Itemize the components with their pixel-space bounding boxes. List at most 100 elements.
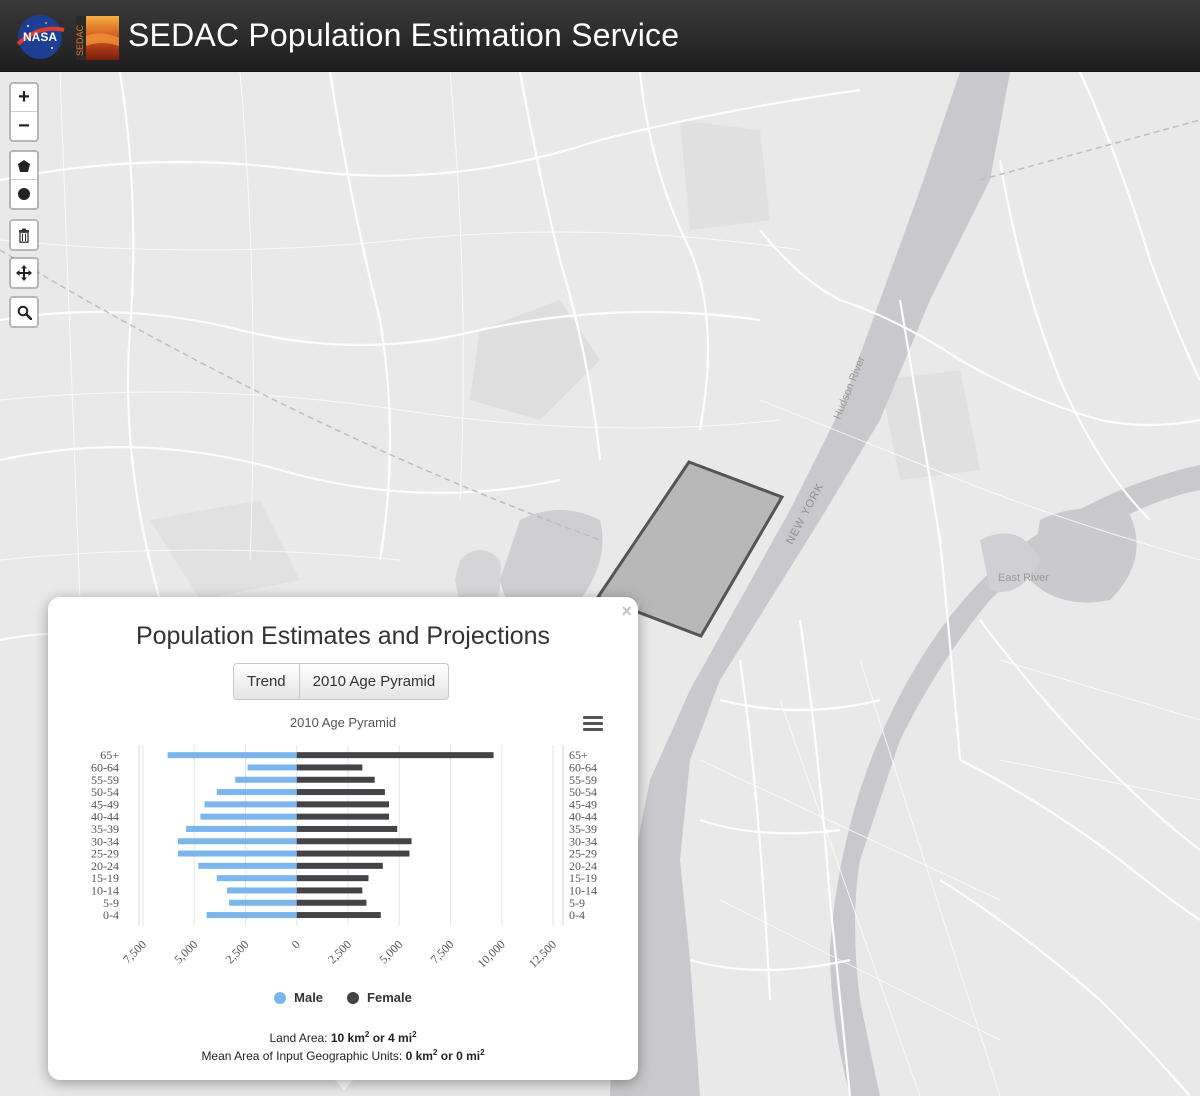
- chart-menu-icon[interactable]: [583, 716, 603, 732]
- x-tick-label-0: 7,500: [120, 937, 149, 966]
- mean-area-mi-sup: 2: [480, 1048, 485, 1057]
- male-bar-30-34: [177, 838, 297, 845]
- left-category-label-45-49: 45-49: [91, 797, 119, 811]
- right-category-label-20-24: 20-24: [569, 859, 597, 873]
- left-category-label-5-9: 5-9: [103, 896, 119, 910]
- chart-tab-group: Trend 2010 Age Pyramid: [233, 663, 450, 700]
- left-category-label-60-64: 60-64: [91, 760, 119, 774]
- land-area-line: Land Area: 10 km2 or 4 mi2: [48, 1029, 638, 1047]
- left-category-label-65+: 65+: [100, 748, 119, 762]
- delete-button[interactable]: [11, 221, 37, 249]
- mean-area-mi: or 0 mi: [440, 1049, 481, 1063]
- legend-male-label: Male: [294, 990, 324, 1005]
- search-icon: [17, 305, 32, 320]
- land-area-mi: or 4 mi: [372, 1031, 413, 1045]
- popup-tip: [333, 1078, 355, 1090]
- x-tick-label-8: 12,500: [526, 937, 559, 970]
- draw-polygon-button[interactable]: [11, 152, 37, 180]
- app-header: NASA SEDAC SEDAC Population Estimation S…: [0, 0, 1200, 72]
- land-area-mi-sup: 2: [412, 1030, 417, 1039]
- right-category-label-55-59: 55-59: [569, 773, 597, 787]
- polygon-icon: [18, 159, 30, 172]
- x-tick-label-6: 7,500: [428, 937, 457, 966]
- left-category-label-20-24: 20-24: [91, 859, 119, 873]
- male-bar-55-59: [235, 776, 297, 783]
- chart-legend: Male Female: [48, 990, 638, 1005]
- male-bar-20-24: [198, 862, 297, 869]
- nasa-logo-icon: NASA: [16, 15, 65, 59]
- right-category-label-0-4: 0-4: [569, 908, 585, 922]
- east-river-label: East River: [998, 572, 1049, 584]
- female-bar-35-39: [296, 825, 398, 832]
- draw-circle-button[interactable]: [11, 180, 37, 208]
- female-bar-15-19: [296, 875, 369, 882]
- x-tick-label-2: 2,500: [223, 937, 252, 966]
- sedac-logo-text: SEDAC: [76, 24, 85, 56]
- trash-icon: [19, 228, 29, 243]
- pan-button[interactable]: [11, 259, 37, 287]
- right-category-label-15-19: 15-19: [569, 871, 597, 885]
- land-area-km-sup: 2: [364, 1030, 370, 1039]
- right-category-label-45-49: 45-49: [569, 797, 597, 811]
- delete-control: [9, 219, 39, 251]
- zoom-control: + −: [9, 82, 39, 142]
- search-control: [9, 296, 39, 328]
- sedac-logo-icon: SEDAC: [76, 16, 119, 60]
- male-bar-10-14: [227, 887, 297, 894]
- legend-item-male[interactable]: Male: [274, 990, 323, 1005]
- zoom-in-button[interactable]: +: [11, 84, 37, 112]
- pan-control: [9, 257, 39, 289]
- land-area-km: 10 km: [330, 1031, 365, 1045]
- female-bar-30-34: [296, 838, 412, 845]
- female-bar-0-4: [296, 912, 381, 919]
- left-category-label-35-39: 35-39: [91, 822, 119, 836]
- female-bar-20-24: [296, 862, 383, 869]
- female-bar-5-9: [296, 899, 367, 906]
- male-bar-60-64: [247, 764, 297, 771]
- population-popup: × Population Estimates and Projections T…: [48, 597, 638, 1080]
- tab-age-pyramid[interactable]: 2010 Age Pyramid: [298, 664, 449, 699]
- left-category-label-40-44: 40-44: [91, 810, 119, 824]
- x-tick-label-5: 5,000: [376, 937, 405, 966]
- male-bar-15-19: [216, 875, 297, 882]
- legend-male-dot: [274, 991, 287, 1004]
- male-bar-65+: [167, 752, 297, 759]
- mean-area-km-sup: 2: [432, 1048, 438, 1057]
- circle-icon: [18, 188, 30, 200]
- land-area-label: Land Area:: [269, 1031, 328, 1045]
- male-bar-35-39: [186, 825, 297, 832]
- left-category-label-0-4: 0-4: [103, 908, 119, 922]
- female-bar-40-44: [296, 813, 389, 820]
- male-bar-25-29: [177, 850, 297, 857]
- tab-trend[interactable]: Trend: [247, 673, 286, 690]
- female-bar-50-54: [296, 789, 385, 796]
- female-bar-10-14: [296, 887, 363, 894]
- mean-area-line: Mean Area of Input Geographic Units: 0 k…: [48, 1047, 638, 1065]
- page-title: SEDAC Population Estimation Service: [128, 17, 680, 53]
- search-button[interactable]: [11, 298, 37, 326]
- chart-title: 2010 Age Pyramid: [289, 715, 397, 730]
- male-bar-5-9: [229, 899, 297, 906]
- male-bar-0-4: [206, 912, 297, 919]
- nasa-logo-text: NASA: [23, 30, 57, 44]
- popup-title: Population Estimates and Projections: [135, 622, 551, 650]
- legend-female-dot: [347, 991, 360, 1004]
- legend-female-label: Female: [367, 990, 412, 1005]
- legend-item-female[interactable]: Female: [347, 990, 412, 1005]
- close-icon[interactable]: ×: [621, 601, 632, 621]
- area-info: Land Area: 10 km2 or 4 mi2 Mean Area of …: [48, 1029, 638, 1065]
- move-icon: [16, 265, 32, 281]
- left-category-label-30-34: 30-34: [91, 834, 119, 848]
- right-category-label-50-54: 50-54: [569, 785, 597, 799]
- right-category-label-60-64: 60-64: [569, 760, 597, 774]
- female-bar-55-59: [296, 776, 375, 783]
- female-bar-65+: [296, 752, 494, 759]
- right-category-label-35-39: 35-39: [569, 822, 597, 836]
- zoom-out-button[interactable]: −: [18, 114, 30, 137]
- right-category-label-65+: 65+: [569, 748, 588, 762]
- left-category-label-50-54: 50-54: [91, 785, 119, 799]
- left-category-label-55-59: 55-59: [91, 773, 119, 787]
- x-tick-label-3: 0: [289, 937, 303, 951]
- left-category-label-25-29: 25-29: [91, 847, 119, 861]
